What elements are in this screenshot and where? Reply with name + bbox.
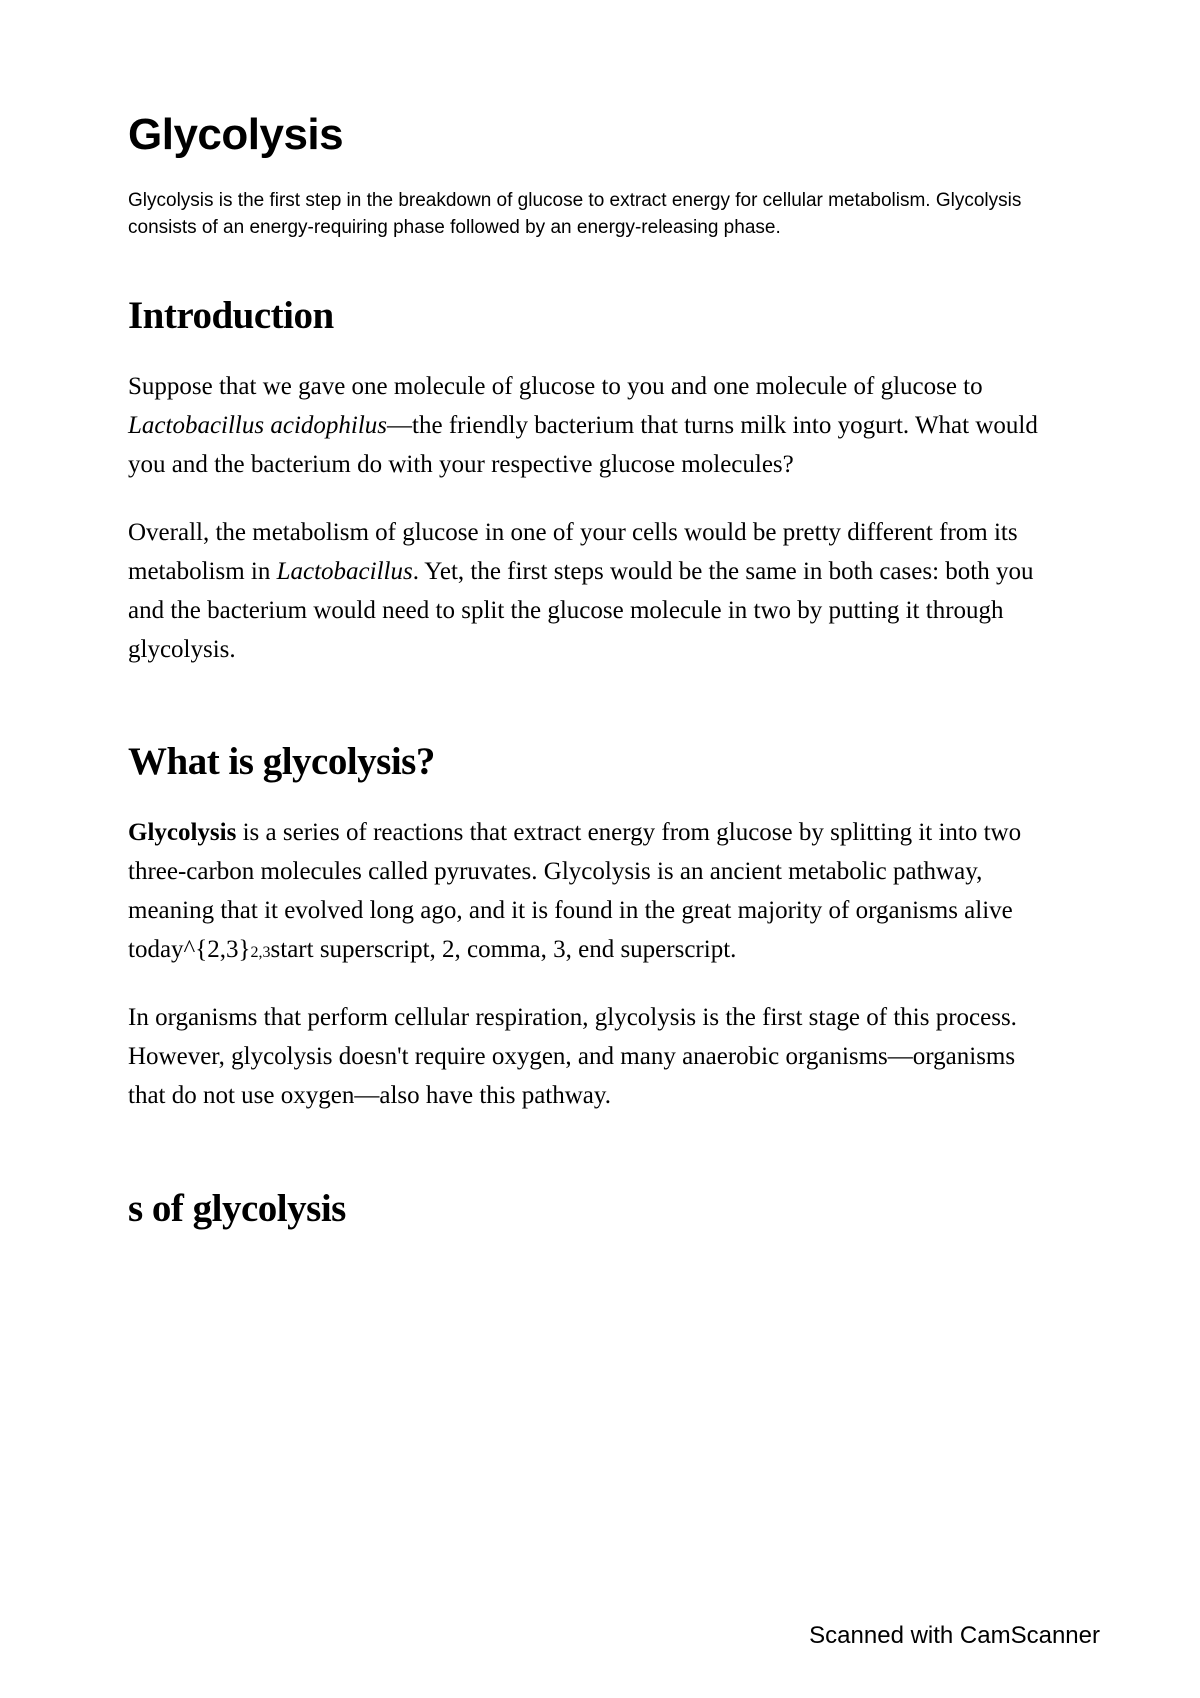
what-paragraph-1: Glycolysis is a series of reactions that… bbox=[128, 814, 1058, 969]
summary-text: Glycolysis is the first step in the brea… bbox=[128, 188, 1058, 241]
page-title: Glycolysis bbox=[128, 110, 1075, 160]
heading-what-is-glycolysis: What is glycolysis? bbox=[128, 739, 1075, 784]
intro-paragraph-1: Suppose that we gave one molecule of glu… bbox=[128, 368, 1058, 484]
text-segment: Suppose that we gave one molecule of glu… bbox=[128, 373, 983, 400]
heading-steps-of-glycolysis: s of glycolysis bbox=[128, 1186, 1075, 1231]
heading-introduction: Introduction bbox=[128, 293, 1075, 338]
what-paragraph-2: In organisms that perform cellular respi… bbox=[128, 999, 1058, 1115]
italic-term: Lactobacillus bbox=[277, 558, 413, 585]
text-segment: start superscript, 2, comma, 3, end supe… bbox=[271, 936, 737, 963]
intro-paragraph-2: Overall, the metabolism of glucose in on… bbox=[128, 514, 1058, 669]
bold-term: Glycolysis bbox=[128, 819, 236, 846]
subscript: 2,3 bbox=[251, 944, 271, 961]
scan-watermark: Scanned with CamScanner bbox=[809, 1622, 1100, 1650]
italic-term: Lactobacillus acidophilus bbox=[128, 412, 387, 439]
